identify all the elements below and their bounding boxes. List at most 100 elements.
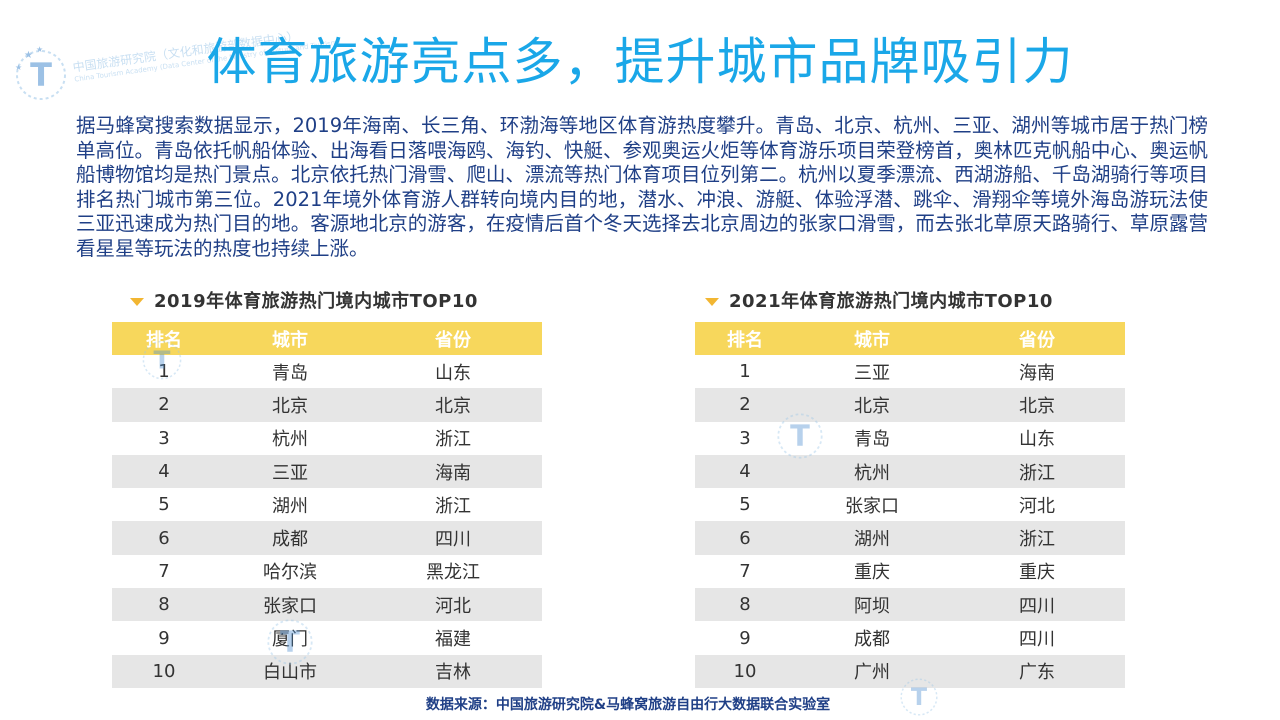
rank-cell: 10 [695,654,795,688]
city-cell: 阿坝 [795,588,949,622]
table-row: 8 阿坝 四川 [695,588,1125,622]
city-cell: 张家口 [216,588,364,622]
city-cell: 湖州 [272,495,308,517]
table-2019: 排名 城市 省份 1 青岛 山东 2 北京 北京 3 杭州 浙江 4 三亚 海南 5 湖州 浙江 6 成都 四川 7… [112,322,542,688]
watermark-logo-icon: T [142,340,182,380]
table-row: 5 张家口 河北 [695,488,1125,521]
province-cell: 浙江 [949,454,1125,489]
city-cell: 广州 [795,654,949,688]
city-cell: 白山市 [216,654,364,688]
header-rank: 排名 [695,322,795,355]
city-cell: 杭州 [795,454,949,489]
table-row: 3 青岛 山东 [695,422,1125,455]
table-row: 2 北京 北京 [112,388,542,422]
province-cell: 河北 [1019,495,1055,517]
rank-cell: 9 [739,627,751,649]
city-cell: 成都 [216,521,364,555]
city-cell: 厦门 [272,629,308,651]
table-row: 7 哈尔滨 黑龙江 [112,555,542,588]
province-cell: 浙江 [949,521,1125,555]
svg-text:★: ★ [36,45,43,54]
city-cell: 北京 [216,388,364,422]
province-cell: 吉林 [364,654,542,688]
city-cell: 湖州 [795,521,949,555]
header-province: 省份 [949,322,1125,355]
table-row: 2 北京 北京 [695,388,1125,422]
city-cell: 北京 [795,388,949,422]
province-cell: 河北 [364,588,542,622]
city-cell: 三亚 [216,454,364,489]
table-row: 4 杭州 浙江 [695,454,1125,489]
city-cell: 哈尔滨 [263,562,317,584]
city-cell: 成都 [854,629,890,651]
data-source-note: 数据来源：中国旅游研究院&马蜂窝旅游自由行大数据联合实验室 [425,697,831,713]
rank-cell: 7 [739,560,751,582]
city-cell: 青岛 [854,429,890,451]
rank-cell: 3 [158,427,170,449]
province-cell: 浙江 [435,495,471,517]
svg-text:T: T [790,419,810,453]
table-row: 8 张家口 河北 [112,588,542,622]
table-row: 5 湖州 浙江 [112,488,542,521]
table-2021-title: 2021年体育旅游热门境内城市TOP10 [705,287,1053,313]
rank-cell: 5 [158,494,170,516]
academy-logo-icon: T ★ ★ ★ [15,45,66,100]
province-cell: 广东 [949,654,1125,688]
svg-text:T: T [154,346,171,375]
rank-cell: 3 [739,427,751,449]
table-row: 3 杭州 浙江 [112,422,542,455]
table-2021: 排名 城市 省份 1 三亚 海南 2 北京 北京 3 青岛 山东 4 杭州 浙江 5 张家口 河北 6 湖州 浙江… [695,322,1125,688]
triangle-marker-icon [130,298,144,306]
table-row: 1 青岛 山东 [112,355,542,388]
table-row: 9 成都 四川 [695,621,1125,654]
table-2019-title: 2019年体育旅游热门境内城市TOP10 [130,287,478,313]
rank-cell: 6 [112,521,216,555]
rank-cell: 10 [112,654,216,688]
city-cell: 张家口 [845,495,899,517]
province-cell: 四川 [949,588,1125,622]
watermark-logo-icon: T [900,678,938,716]
province-cell: 山东 [435,362,471,384]
header-rank: 排名 [112,322,216,355]
svg-text:T: T [30,56,52,94]
table-row: 1 三亚 海南 [695,355,1125,388]
city-cell: 三亚 [854,362,890,384]
header-province: 省份 [364,322,542,355]
rank-cell: 6 [695,521,795,555]
table-row: 7 重庆 重庆 [695,555,1125,588]
table-row: 10 广州 广东 [695,654,1125,688]
table-row: 6 成都 四川 [112,521,542,555]
svg-text:★: ★ [15,63,22,72]
svg-text:T: T [280,625,300,659]
province-cell: 北京 [949,388,1125,422]
rank-cell: 1 [158,361,170,383]
province-cell: 北京 [364,388,542,422]
rank-cell: 2 [112,388,216,422]
city-cell: 杭州 [272,429,308,451]
province-cell: 海南 [1019,362,1055,384]
rank-cell: 2 [695,388,795,422]
city-cell: 青岛 [272,362,308,384]
province-cell: 山东 [1019,429,1055,451]
svg-text:T: T [911,683,928,711]
province-cell: 海南 [364,454,542,489]
city-cell: 重庆 [854,562,890,584]
rank-cell: 1 [739,361,751,383]
table-row: 6 湖州 浙江 [695,521,1125,555]
rank-cell: 4 [695,454,795,489]
triangle-marker-icon [705,298,719,306]
header-city: 城市 [216,322,364,355]
table-row: 4 三亚 海南 [112,454,542,489]
rank-cell: 8 [695,588,795,622]
rank-cell: 8 [112,588,216,622]
page-title: 体育旅游亮点多，提升城市品牌吸引力 [206,33,1074,91]
intro-paragraph: 据马蜂窝搜索数据显示，2019年海南、长三角、环渤海等地区体育游热度攀升。青岛、… [76,114,1208,260]
svg-text:★: ★ [24,50,33,61]
table-header-row: 排名 城市 省份 [112,322,542,355]
table-row: 9 厦门 福建 [112,621,542,654]
rank-cell: 7 [158,560,170,582]
rank-cell: 5 [739,494,751,516]
header-city: 城市 [795,322,949,355]
watermark-logo-icon: T [267,619,313,665]
province-cell: 福建 [435,629,471,651]
